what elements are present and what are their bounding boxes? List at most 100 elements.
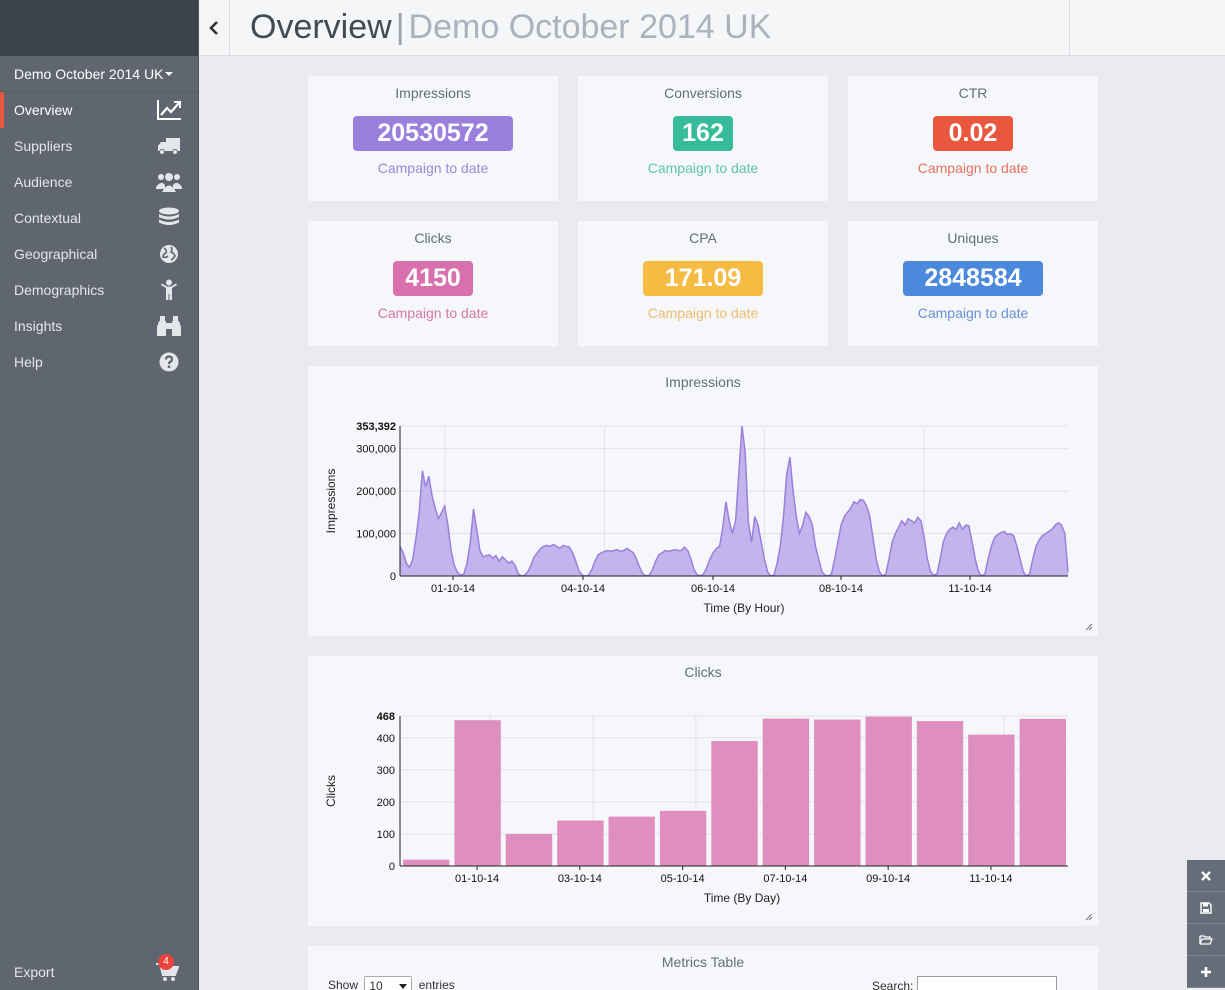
sidebar-item-label: Demographics [14, 282, 105, 298]
stat-sublabel: Campaign to date [647, 305, 759, 321]
sidebar-item-insights[interactable]: Insights [0, 308, 198, 344]
y-axis-label: Clicks [324, 775, 338, 807]
caret-down-icon [165, 71, 174, 76]
bar [403, 859, 450, 866]
stat-label: Conversions [664, 85, 742, 101]
x-axis-label: Time (By Hour) [704, 601, 785, 615]
stat-label: CTR [958, 85, 988, 101]
stat-card-ctr: CTR 0.02 Campaign to date [848, 76, 1098, 201]
close-button[interactable] [1187, 860, 1225, 892]
stat-value: 2848584 [903, 261, 1043, 296]
bar [454, 720, 501, 866]
stat-sublabel: Campaign to date [377, 305, 489, 321]
cart-count-badge: 4 [158, 954, 174, 970]
bar [762, 718, 810, 866]
resize-handle-icon[interactable] [1085, 623, 1093, 631]
y-tick-label: 400 [377, 733, 395, 745]
x-tick-label: 04-10-14 [561, 583, 605, 595]
save-icon [1200, 901, 1212, 914]
sidebar-item-suppliers[interactable]: Suppliers [0, 128, 198, 164]
x-axis-label: Time (By Day) [704, 891, 780, 905]
question-circle-icon [156, 350, 182, 374]
x-tick-label: 09-10-14 [866, 873, 910, 885]
y-tick-label: 468 [377, 711, 395, 723]
collapse-sidebar-button[interactable] [199, 0, 230, 55]
stat-card-uniques: Uniques 2848584 Campaign to date [848, 221, 1098, 346]
x-tick-label: 11-10-14 [948, 583, 991, 595]
sidebar-item-help[interactable]: Help [0, 344, 198, 380]
floating-toolbar [1187, 860, 1225, 988]
sidebar-item-demographics[interactable]: Demographics [0, 272, 198, 308]
truck-icon [156, 134, 182, 158]
bar [916, 721, 964, 866]
page-title: Overview | Demo October 2014 UK [250, 8, 771, 47]
open-button[interactable] [1187, 924, 1225, 956]
stat-value: 20530572 [353, 116, 513, 151]
y-tick-label: 0 [390, 571, 396, 583]
impressions-chart-card: 0 100,000 200,000 300,000 353,392 01-10-14 04-… [308, 366, 1098, 636]
chevron-left-icon [209, 20, 218, 35]
stat-sublabel: Campaign to date [917, 305, 1029, 321]
entries-label: entries [418, 978, 455, 990]
clicks-chart-card: 0 100 200 300 400 468 01-10-14 03-10-14 05-10-14… [308, 656, 1098, 926]
sidebar: Demo October 2014 UK Overview Suppliers … [0, 0, 199, 990]
folder-open-icon [1199, 934, 1213, 945]
y-tick-label: 200,000 [356, 486, 396, 498]
impressions-area-chart: 0 100,000 200,000 300,000 353,392 01-10-14 04-… [324, 421, 1069, 615]
show-label: Show [328, 978, 359, 990]
stat-value: 171.09 [643, 261, 763, 296]
sidebar-item-geographical[interactable]: Geographical [0, 236, 198, 272]
stat-label: Uniques [947, 230, 999, 246]
stat-sublabel: Campaign to date [917, 160, 1029, 176]
chart-title: Clicks [684, 664, 722, 680]
stat-value: 162 [673, 116, 733, 151]
sidebar-item-label: Geographical [14, 246, 98, 262]
x-tick-label: 01-10-14 [455, 873, 499, 885]
x-tick-label: 06-10-14 [691, 583, 735, 595]
stat-sublabel: Campaign to date [647, 160, 759, 176]
x-tick-label: 08-10-14 [819, 583, 863, 595]
export-label: Export [14, 964, 55, 980]
stat-label: CPA [689, 230, 717, 246]
stat-sublabel: Campaign to date [377, 160, 489, 176]
table-search: Search: [872, 976, 1058, 990]
bar [1019, 718, 1066, 866]
shopping-cart-icon: 4 [156, 954, 182, 984]
stat-value: 4150 [393, 261, 473, 296]
campaign-label: Demo October 2014 UK [14, 66, 164, 82]
y-axis-label: Impressions [324, 469, 338, 534]
entries-select[interactable]: 10 [364, 976, 413, 990]
bar [659, 810, 707, 866]
sidebar-item-audience[interactable]: Audience [0, 164, 198, 200]
add-button[interactable] [1187, 956, 1225, 988]
sidebar-item-label: Help [14, 354, 43, 370]
sidebar-item-overview[interactable]: Overview [0, 92, 198, 128]
impressions-line [399, 426, 1069, 578]
y-tick-label: 0 [389, 861, 395, 873]
search-input[interactable] [917, 976, 1058, 990]
stat-card-clicks: Clicks 4150 Campaign to date [308, 221, 558, 346]
save-button[interactable] [1187, 892, 1225, 924]
clicks-bar-chart: 0 100 200 300 400 468 01-10-14 03-10-14 05-10-14… [324, 711, 1068, 905]
entries-control: Show 10 entries [328, 976, 455, 990]
stat-card-cpa: CPA 171.09 Campaign to date [578, 221, 828, 346]
x-tick-label: 11-10-14 [969, 873, 1012, 885]
sidebar-item-label: Audience [14, 174, 73, 190]
resize-handle-icon[interactable] [1085, 913, 1093, 921]
search-label: Search: [872, 979, 914, 990]
bar [814, 719, 861, 866]
stat-card-conversions: Conversions 162 Campaign to date [578, 76, 828, 201]
globe-icon [156, 242, 182, 266]
sidebar-item-label: Insights [14, 318, 63, 334]
sidebar-logo-area [0, 0, 198, 56]
export-button[interactable]: Export 4 [0, 954, 198, 990]
sidebar-item-contextual[interactable]: Contextual [0, 200, 198, 236]
close-icon [1201, 870, 1211, 881]
header-divider [1069, 0, 1070, 55]
x-tick-label: 05-10-14 [661, 873, 705, 885]
stat-value: 0.02 [933, 116, 1013, 151]
campaign-dropdown[interactable]: Demo October 2014 UK [0, 56, 198, 92]
sidebar-item-label: Overview [14, 102, 73, 118]
users-icon [156, 170, 182, 194]
database-icon [156, 206, 182, 230]
